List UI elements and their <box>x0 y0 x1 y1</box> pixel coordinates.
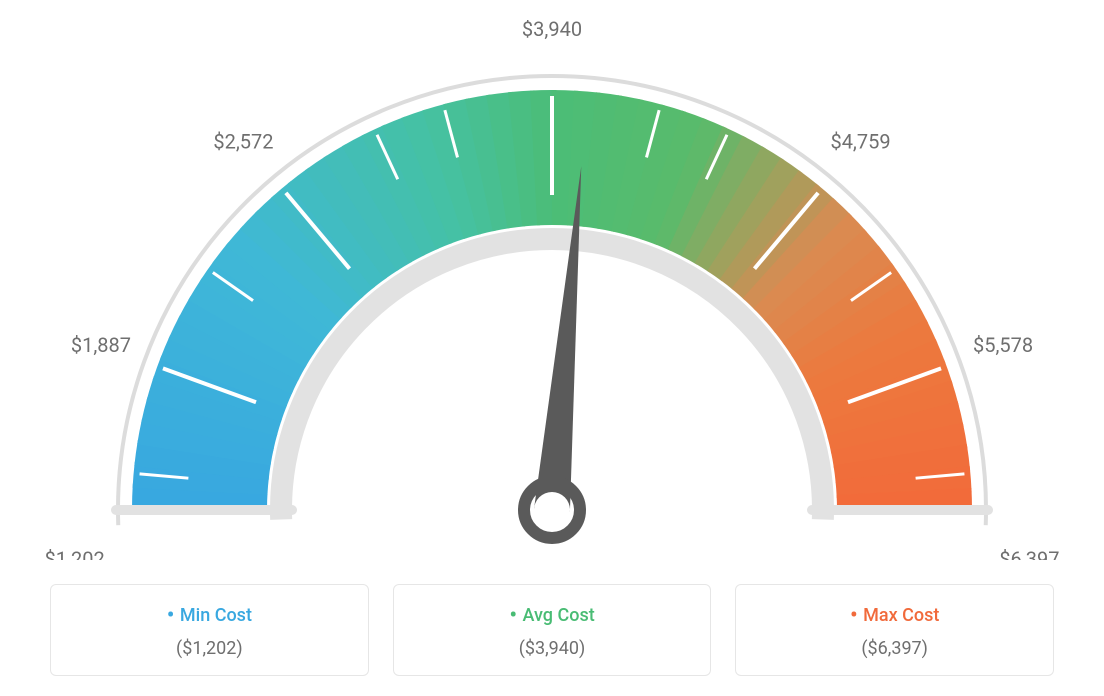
legend-avg-label: Avg Cost <box>406 603 699 628</box>
svg-text:$1,202: $1,202 <box>45 547 105 560</box>
gauge-svg: $1,202 $1,887 $2,572 $3,940 $4,759 $5,578 $6,3… <box>22 20 1082 560</box>
svg-text:$2,572: $2,572 <box>213 129 273 153</box>
legend-card-min: Min Cost ($1,202) <box>50 584 369 676</box>
cost-gauge-chart: $1,202 $1,887 $2,572 $3,940 $4,759 $5,578 $6,3… <box>20 20 1084 676</box>
svg-text:$1,887: $1,887 <box>71 333 131 357</box>
legend-card-max: Max Cost ($6,397) <box>735 584 1054 676</box>
legend-max-value: ($6,397) <box>748 638 1041 659</box>
svg-text:$5,578: $5,578 <box>973 333 1033 357</box>
svg-text:$3,940: $3,940 <box>522 20 582 41</box>
legend-max-label: Max Cost <box>748 603 1041 628</box>
legend-min-label: Min Cost <box>63 603 356 628</box>
svg-text:$6,397: $6,397 <box>999 547 1059 560</box>
legend-min-value: ($1,202) <box>63 638 356 659</box>
gauge-svg-container: $1,202 $1,887 $2,572 $3,940 $4,759 $5,578 $6,3… <box>20 20 1084 560</box>
legend-card-avg: Avg Cost ($3,940) <box>393 584 712 676</box>
legend-avg-value: ($3,940) <box>406 638 699 659</box>
legend-row: Min Cost ($1,202) Avg Cost ($3,940) Max … <box>20 584 1084 676</box>
svg-text:$4,759: $4,759 <box>830 129 890 153</box>
